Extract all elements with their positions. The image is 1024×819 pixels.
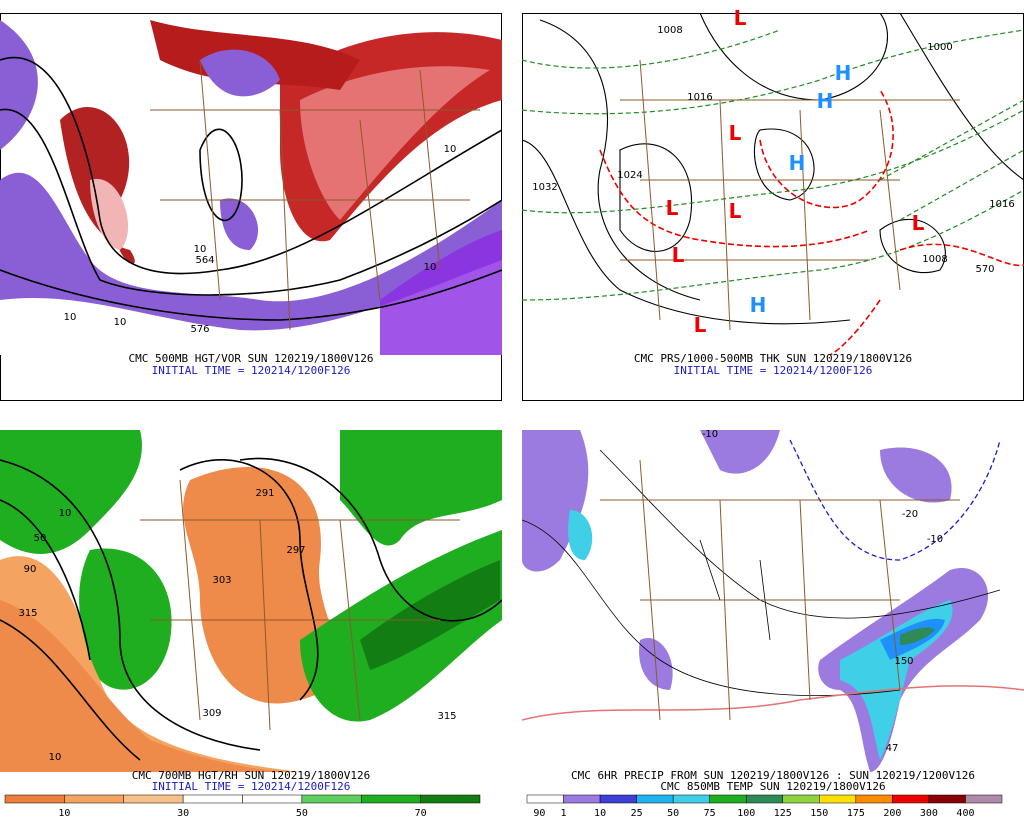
colorbar-label: 75 (704, 808, 716, 819)
contour-label: 150 (894, 656, 913, 667)
map-700mb-rh (0, 430, 502, 772)
contour-label: 10 (64, 312, 77, 323)
colorbar-label: 200 (883, 808, 901, 819)
contour-label: 1016 (687, 92, 712, 103)
colorbar-box (420, 794, 481, 804)
pressure-center: L (729, 121, 742, 145)
colorbar-label: 100 (737, 808, 755, 819)
pressure-center: L (672, 243, 685, 267)
pressure-center: H (817, 89, 834, 113)
colorbar-label: 150 (810, 808, 828, 819)
contour-label: 10 (59, 508, 72, 519)
contour-label: 1032 (532, 182, 557, 193)
colorbar-label: 1 (561, 808, 567, 819)
colorbar-box (782, 794, 820, 804)
colorbar-label: 30 (177, 808, 189, 819)
colorbar-label: 10 (594, 808, 606, 819)
colorbar-label: 25 (631, 808, 643, 819)
colorbar-label: 50 (296, 808, 308, 819)
pressure-center: H (835, 61, 852, 85)
pressure-center: L (666, 196, 679, 220)
contour-label: 570 (975, 264, 994, 275)
colorbar-label: 90 (533, 808, 545, 819)
initial-time: INITIAL TIME = 120214/1200F126 (152, 364, 351, 377)
contour-label: 291 (255, 488, 274, 499)
colorbar-box (965, 794, 1003, 804)
contour-label: 576 (190, 324, 209, 335)
contour-label: 47 (886, 743, 899, 754)
colorbar-box (928, 794, 966, 804)
colorbar-label: 10 (58, 808, 70, 819)
colorbar-label: 175 (847, 808, 865, 819)
colorbar-box (745, 794, 784, 804)
colorbar-label: 400 (956, 808, 974, 819)
colorbar-label: 125 (774, 808, 792, 819)
pressure-center: H (789, 151, 806, 175)
panel-caption: CMC 700MB HGT/RH SUN 120219/1800V126 (132, 769, 370, 782)
colorbar-box (526, 794, 564, 804)
panel-caption: CMC PRS/1000-500MB THK SUN 120219/1800V1… (634, 352, 912, 365)
colorbar-box (599, 794, 637, 804)
colorbar-box (636, 794, 674, 804)
contour-label: 1000 (927, 42, 952, 53)
contour-label: 10 (114, 317, 127, 328)
contour-label: 297 (286, 545, 305, 556)
colorbar-box (242, 794, 303, 804)
contour-label: 1016 (989, 199, 1014, 210)
colorbar-box (182, 794, 243, 804)
contour-label: 1008 (922, 254, 947, 265)
colorbar-box (709, 794, 747, 804)
colorbar-box (819, 794, 857, 804)
contour-label: -10 (927, 534, 943, 545)
pressure-center: H (750, 293, 767, 317)
panel-caption: CMC 500MB HGT/VOR SUN 120219/1800V126 (128, 352, 373, 365)
colorbar-box (361, 794, 421, 804)
pressure-center: L (912, 211, 925, 235)
colorbar-box (672, 794, 710, 804)
panel-subcaption: CMC 850MB TEMP SUN 120219/1800V126 (660, 780, 885, 793)
colorbar-box (301, 794, 362, 804)
contour-label: 309 (202, 708, 221, 719)
contour-label: 50 (34, 533, 47, 544)
colorbar-box (563, 794, 601, 804)
colorbar-label: 300 (920, 808, 938, 819)
colorbar-box (123, 794, 184, 804)
colorbar-label: 70 (415, 808, 427, 819)
map-pressure (522, 13, 1024, 355)
colorbar-box (4, 794, 65, 804)
contour-label: 303 (212, 575, 231, 586)
contour-label: 315 (437, 711, 456, 722)
colorbar-box (64, 794, 124, 804)
panel-caption: CMC 6HR PRECIP FROM SUN 120219/1800V126 … (571, 769, 975, 782)
colorbar-box (892, 794, 930, 804)
contour-label: 315 (18, 608, 37, 619)
map-precip (522, 430, 1024, 772)
initial-time: INITIAL TIME = 120214/1200F126 (152, 780, 351, 793)
initial-time: INITIAL TIME = 120214/1200F126 (674, 364, 873, 377)
pressure-center: L (694, 313, 707, 337)
pressure-center: L (734, 6, 747, 30)
contour-label: 1024 (617, 170, 642, 181)
contour-label: 564 (195, 255, 214, 266)
contour-label: -10 (702, 429, 718, 440)
map-500mb (0, 20, 502, 355)
contour-label: 10 (444, 144, 457, 155)
colorbar-box (855, 794, 893, 804)
contour-label: 10 (49, 752, 62, 763)
contour-label: -20 (902, 509, 918, 520)
contour-label: 90 (24, 564, 37, 575)
pressure-center: L (729, 199, 742, 223)
contour-label: 1008 (657, 25, 682, 36)
contour-label: 10 (424, 262, 437, 273)
colorbar-label: 50 (667, 808, 679, 819)
contour-label: 10 (194, 244, 207, 255)
